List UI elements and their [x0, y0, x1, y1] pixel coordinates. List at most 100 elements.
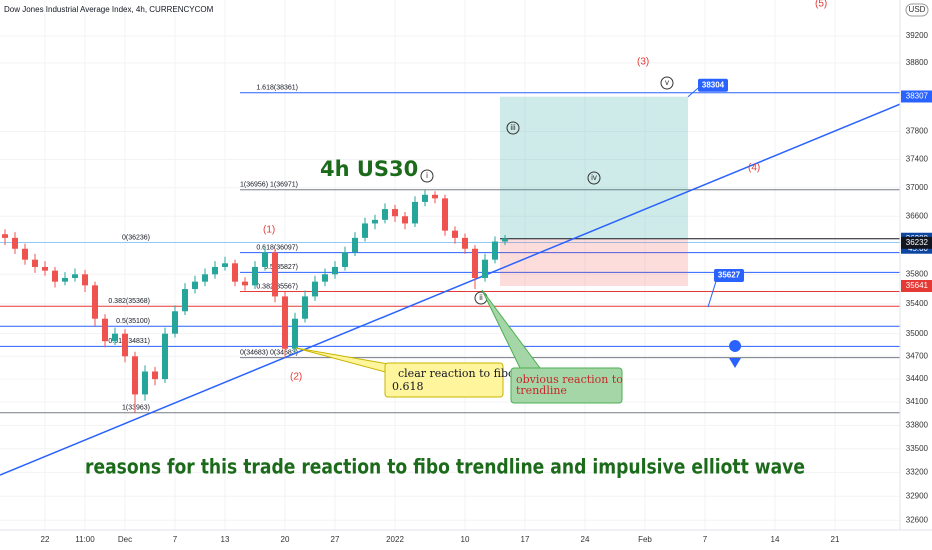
chart-badge	[714, 269, 744, 283]
location-icon	[729, 340, 742, 368]
candle-body	[52, 270, 58, 282]
candle-body	[502, 238, 508, 242]
candle-body	[12, 237, 18, 249]
candle-body	[2, 234, 8, 238]
candle-body	[392, 209, 398, 217]
wave-label: (4)	[748, 163, 760, 174]
callout-text: trendline	[516, 384, 567, 397]
x-tick-label: 7	[173, 535, 178, 544]
candle-body	[162, 333, 168, 380]
y-tick-label: 34100	[906, 397, 929, 406]
price-badge-label: 35641	[906, 281, 929, 290]
position	[500, 96, 900, 287]
loss-zone	[500, 238, 688, 287]
callout-box	[384, 362, 504, 398]
axis-labels: 39200 38800 37800 37400 37000 36600 35800 35400…	[41, 31, 932, 544]
candle-body	[262, 252, 268, 267]
candle-body	[62, 277, 68, 282]
price-badge	[901, 236, 932, 249]
candle-body	[202, 274, 208, 282]
candle-body	[92, 285, 98, 319]
y-tick-label: 35800	[906, 269, 929, 278]
footer-text: reasons for this trade reaction to fibo …	[85, 455, 805, 479]
candle-body	[322, 274, 328, 282]
x-tick-label: 21	[831, 535, 840, 544]
callout-text: clear reaction to fibo	[398, 367, 515, 380]
y-tick-label: 34400	[906, 374, 929, 383]
chart-badge	[698, 78, 728, 92]
fib-label: 0.382(35368)	[108, 298, 150, 305]
candle-body	[132, 356, 138, 395]
price-badge	[901, 90, 932, 103]
y-tick-label: 38800	[906, 58, 929, 67]
profit-zone	[500, 96, 688, 239]
x-tick-label: 7	[703, 535, 708, 544]
candle-body	[422, 194, 428, 202]
candle-body	[442, 198, 448, 231]
candle-body	[472, 248, 478, 278]
currency-box	[905, 3, 929, 17]
chart-badge-label: 38304	[702, 80, 725, 89]
fib-levels: 0(36236) 0.382(35368) 0.5(35100) 0.618(3483…	[0, 85, 900, 414]
y-tick-label: 33200	[906, 468, 929, 477]
candle-body	[32, 259, 38, 267]
candle-body	[242, 281, 248, 286]
candle-body	[142, 371, 148, 395]
headline: 4h US30	[320, 157, 418, 181]
candle-body	[352, 237, 358, 253]
candle-body	[222, 263, 228, 267]
wave-label: (2)	[290, 372, 302, 383]
y-tick-label: 34700	[906, 351, 929, 360]
y-tick-label: 35000	[906, 329, 929, 338]
candle-body	[412, 201, 418, 224]
candle-body	[342, 252, 348, 267]
candle-body	[212, 266, 218, 275]
candle-body	[272, 252, 278, 297]
subwave-label: iii	[510, 123, 516, 132]
candle-body	[372, 219, 378, 224]
candle-body	[182, 289, 188, 312]
x-tick-label: 14	[771, 535, 780, 544]
y-tick-label: 35400	[906, 299, 929, 308]
price-badge	[901, 280, 932, 293]
y-tick-label: 33800	[906, 420, 929, 429]
x-tick-label: Feb	[638, 535, 652, 544]
chart-badge-label: 35627	[718, 271, 741, 280]
candle-body	[292, 318, 298, 349]
callout-text: 0.618	[392, 380, 424, 393]
subwave-label: v	[665, 78, 669, 87]
candle-body	[22, 248, 28, 260]
callout-box	[510, 367, 623, 404]
y-tick-label: 32900	[906, 491, 929, 500]
candle-body	[362, 223, 368, 238]
fib-label: 0(36236)	[122, 234, 150, 241]
candles	[2, 189, 508, 413]
wave-label: (5)	[815, 0, 827, 10]
candle-body	[452, 230, 458, 238]
x-tick-label: 22	[41, 535, 50, 544]
x-tick-label: Dec	[118, 535, 132, 544]
candle-body	[72, 274, 78, 278]
subwave-label: iv	[591, 173, 597, 182]
y-tick-label: 39200	[906, 31, 929, 40]
x-tick-label: 20	[281, 535, 290, 544]
candle-body	[82, 274, 88, 286]
candle-body	[462, 237, 468, 249]
x-tick-label: 24	[581, 535, 590, 544]
callout-text: obvious reaction to	[516, 373, 623, 386]
candle-body	[102, 318, 108, 342]
x-tick-label: 11:00	[75, 535, 95, 544]
fib-label: 0.618(36097)	[256, 244, 298, 251]
candle-body	[302, 296, 308, 319]
fib-label: 1.618(38361)	[256, 85, 298, 92]
candle-body	[382, 209, 388, 220]
subwave-label: ii	[479, 293, 483, 302]
subwave-markers	[420, 76, 674, 305]
x-tick-label: 13	[221, 535, 230, 544]
wave-label: (1)	[263, 225, 275, 236]
y-tick-label: 37400	[906, 155, 929, 164]
candle-body	[122, 333, 128, 357]
x-tick-label: 10	[461, 535, 470, 544]
wave-label: (3)	[637, 57, 649, 68]
